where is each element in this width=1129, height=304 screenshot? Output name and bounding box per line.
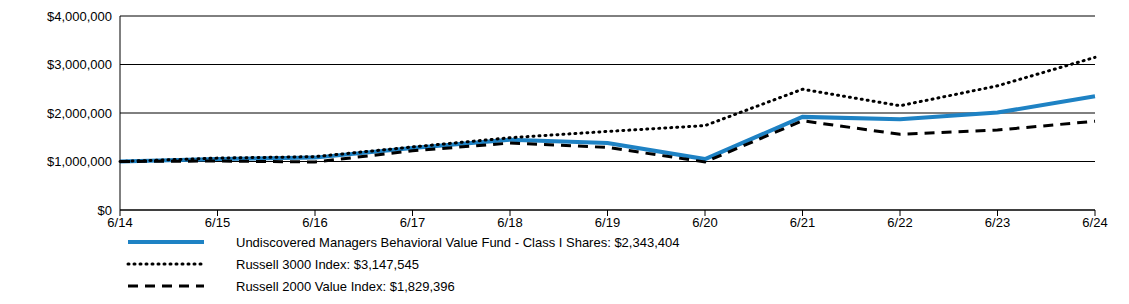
svg-text:6/19: 6/19: [595, 215, 620, 230]
html-text:Russell 2000 Value Index: $1,8: Russell 2000 Value Index: $1,829,396: [236, 278, 455, 294]
svg-text:$2,000,000: $2,000,000: [47, 106, 112, 121]
svg-text:6/14: 6/14: [107, 215, 133, 231]
svg-text:6/15: 6/15: [205, 215, 230, 230]
svg-text:$4,000,000: $4,000,000: [47, 9, 112, 24]
svg-text:6/24: 6/24: [1082, 215, 1107, 230]
html-text:Undiscovered Managers Behavior: Undiscovered Managers Behavioral Value F…: [236, 234, 680, 250]
svg-text:$1,000,000: $1,000,000: [47, 154, 112, 169]
svg-text:6/21: 6/21: [790, 215, 815, 230]
svg-text:6/18: 6/18: [497, 215, 522, 230]
svg-text:$3,000,000: $3,000,000: [47, 57, 112, 72]
svg-text:6/20: 6/20: [692, 215, 717, 230]
svg-text:6/22: 6/22: [887, 215, 912, 230]
html-text:Russell 3000 Index: $3,147,545: Russell 3000 Index: $3,147,545: [236, 256, 419, 272]
svg-text:6/17: 6/17: [400, 215, 425, 230]
svg-text:6/23: 6/23: [985, 215, 1010, 230]
svg-text:$0: $0: [98, 203, 112, 218]
svg-text:6/16: 6/16: [302, 215, 327, 230]
